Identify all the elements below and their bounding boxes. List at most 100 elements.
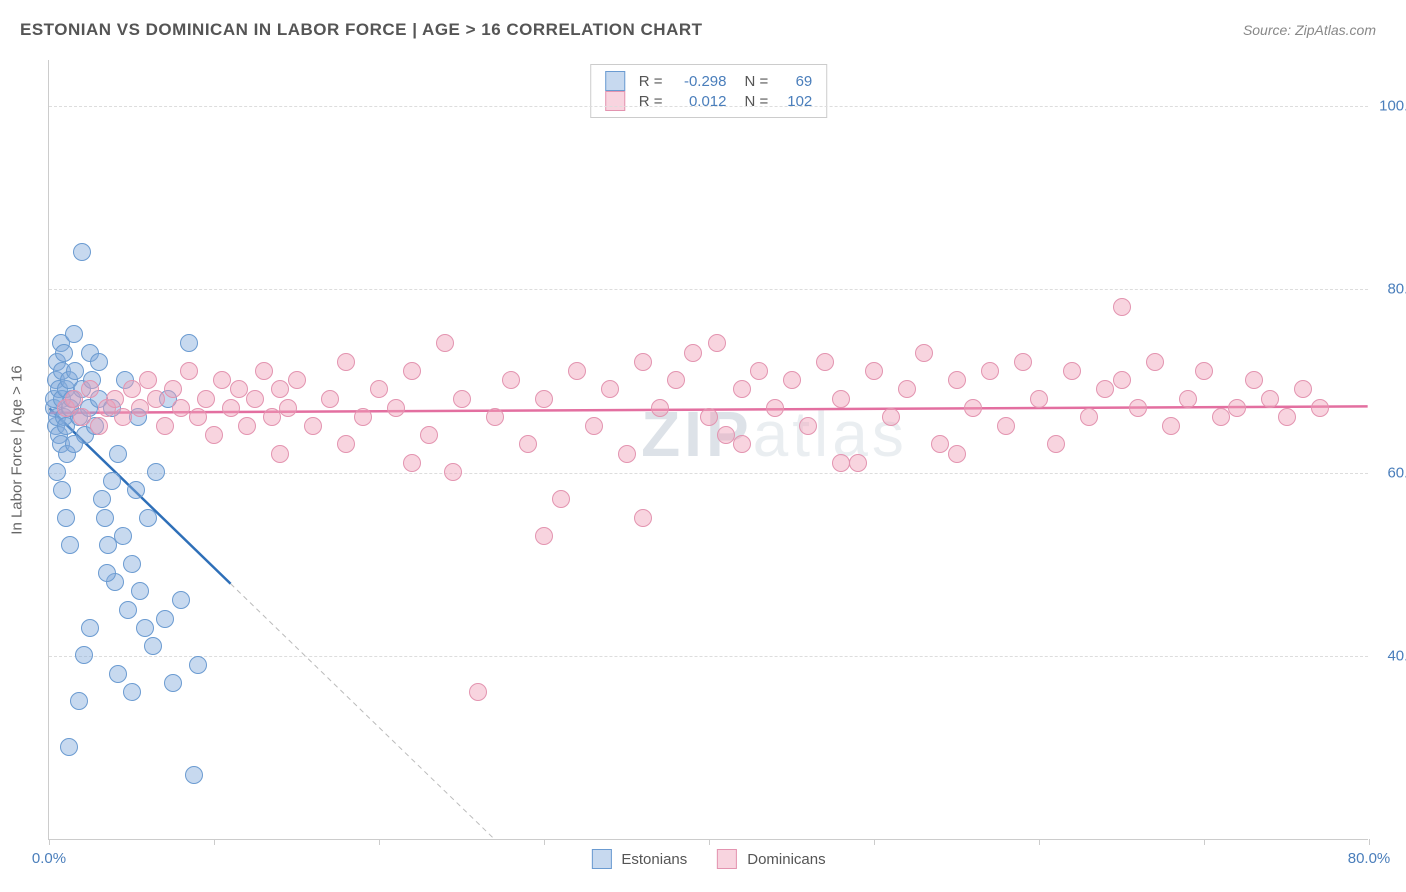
scatter-point: [1113, 371, 1131, 389]
scatter-point: [552, 490, 570, 508]
scatter-point: [1228, 399, 1246, 417]
x-tick: [874, 839, 875, 845]
scatter-point: [139, 509, 157, 527]
scatter-point: [1311, 399, 1329, 417]
scatter-point: [733, 435, 751, 453]
scatter-point: [568, 362, 586, 380]
regression-lines: [49, 60, 1368, 839]
scatter-point: [1030, 390, 1048, 408]
gridline: [49, 656, 1368, 657]
stats-row: R = 0.012 N = 102: [605, 91, 813, 111]
scatter-point: [119, 601, 137, 619]
scatter-point: [997, 417, 1015, 435]
scatter-point: [127, 481, 145, 499]
scatter-point: [131, 399, 149, 417]
y-tick-label: 60.0%: [1374, 464, 1406, 481]
scatter-point: [180, 362, 198, 380]
gridline: [49, 106, 1368, 107]
scatter-point: [783, 371, 801, 389]
n-label: N =: [745, 73, 769, 90]
x-tick: [379, 839, 380, 845]
scatter-point: [123, 683, 141, 701]
scatter-point: [90, 417, 108, 435]
x-tick: [1039, 839, 1040, 845]
scatter-point: [1261, 390, 1279, 408]
legend-item: Dominicans: [717, 849, 825, 869]
scatter-point: [1294, 380, 1312, 398]
chart-header: ESTONIAN VS DOMINICAN IN LABOR FORCE | A…: [0, 0, 1406, 50]
scatter-point: [420, 426, 438, 444]
scatter-point: [502, 371, 520, 389]
scatter-point: [123, 555, 141, 573]
scatter-point: [387, 399, 405, 417]
scatter-point: [139, 371, 157, 389]
scatter-point: [65, 390, 83, 408]
scatter-point: [964, 399, 982, 417]
x-tick-label: 0.0%: [32, 850, 66, 867]
scatter-point: [90, 353, 108, 371]
scatter-point: [131, 582, 149, 600]
scatter-point: [123, 380, 141, 398]
scatter-point: [750, 362, 768, 380]
scatter-point: [1063, 362, 1081, 380]
x-tick: [214, 839, 215, 845]
scatter-point: [486, 408, 504, 426]
scatter-point: [898, 380, 916, 398]
r-label: R =: [639, 93, 663, 110]
scatter-point: [164, 380, 182, 398]
gridline: [49, 289, 1368, 290]
scatter-point: [832, 390, 850, 408]
scatter-point: [717, 426, 735, 444]
scatter-point: [114, 408, 132, 426]
scatter-point: [453, 390, 471, 408]
scatter-point: [189, 656, 207, 674]
scatter-point: [81, 380, 99, 398]
scatter-point: [915, 344, 933, 362]
legend-swatch: [591, 849, 611, 869]
scatter-point: [180, 334, 198, 352]
scatter-point: [849, 454, 867, 472]
scatter-point: [1245, 371, 1263, 389]
scatter-point: [147, 390, 165, 408]
scatter-point: [271, 380, 289, 398]
scatter-point: [109, 445, 127, 463]
scatter-point: [98, 564, 116, 582]
x-tick: [1204, 839, 1205, 845]
scatter-point: [55, 344, 73, 362]
stats-legend-box: R = -0.298 N = 69 R = 0.012 N = 102: [590, 64, 828, 118]
scatter-point: [197, 390, 215, 408]
scatter-point: [832, 454, 850, 472]
legend-swatch: [717, 849, 737, 869]
scatter-point: [733, 380, 751, 398]
n-value: 69: [778, 73, 812, 90]
scatter-point: [205, 426, 223, 444]
scatter-point: [535, 390, 553, 408]
scatter-point: [238, 417, 256, 435]
scatter-point: [61, 536, 79, 554]
x-tick: [1369, 839, 1370, 845]
scatter-point: [60, 738, 78, 756]
scatter-point: [70, 692, 88, 710]
scatter-point: [222, 399, 240, 417]
scatter-point: [114, 527, 132, 545]
scatter-point: [93, 490, 111, 508]
n-label: N =: [745, 93, 769, 110]
scatter-point: [948, 371, 966, 389]
x-tick: [709, 839, 710, 845]
legend-label: Estonians: [621, 851, 687, 868]
scatter-point: [882, 408, 900, 426]
x-tick: [544, 839, 545, 845]
scatter-point: [634, 353, 652, 371]
scatter-point: [700, 408, 718, 426]
gridline: [49, 473, 1368, 474]
series-legend: Estonians Dominicans: [591, 849, 825, 869]
scatter-point: [156, 610, 174, 628]
scatter-point: [185, 766, 203, 784]
scatter-point: [354, 408, 372, 426]
scatter-point: [172, 399, 190, 417]
x-tick: [49, 839, 50, 845]
scatter-point: [1195, 362, 1213, 380]
scatter-point: [370, 380, 388, 398]
scatter-point: [684, 344, 702, 362]
scatter-point: [48, 463, 66, 481]
